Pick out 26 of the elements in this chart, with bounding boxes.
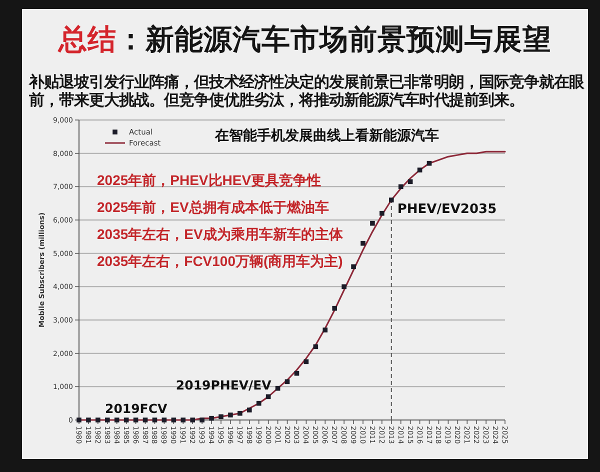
annotation: 在智能手机发展曲线上看新能源汽车	[214, 127, 439, 143]
point	[256, 400, 262, 406]
annotation: 2019FCV	[105, 401, 168, 416]
point	[218, 414, 224, 420]
annotation: PHEV/EV2035	[397, 202, 497, 217]
point	[209, 416, 214, 421]
annotation: 2035年左右，EV成为乘用车新车的主体	[97, 226, 344, 242]
point	[238, 410, 242, 416]
chart-subtitle: 补贴退坡引发行业阵痛，但技术经济性决定的发展前景已非常明朗，国际竞争就在眼前，带来更大挑战。但竞争使优胜劣汰，将推动新能源汽车时代提前到来。	[29, 73, 585, 109]
point	[380, 210, 384, 216]
annotation: 2025年前，EV总拥有成本低于燃油车	[97, 199, 329, 215]
point	[332, 306, 337, 311]
point	[370, 220, 375, 226]
point	[247, 408, 252, 412]
point	[398, 184, 404, 190]
point	[417, 168, 422, 172]
point	[228, 412, 233, 418]
chart-title: 总结：新能源汽车市场前景预测与展望	[58, 23, 552, 56]
point	[360, 240, 366, 246]
annotation: 2035年左右，FCV100万辆(商用车为主)	[97, 253, 343, 269]
point	[342, 284, 346, 290]
point	[389, 198, 394, 202]
annotation: 2025年前，PHEV比HEV更具竞争性	[97, 172, 322, 188]
point	[322, 328, 328, 332]
annotation: 2019PHEV/EV	[176, 378, 272, 393]
point	[351, 264, 356, 270]
